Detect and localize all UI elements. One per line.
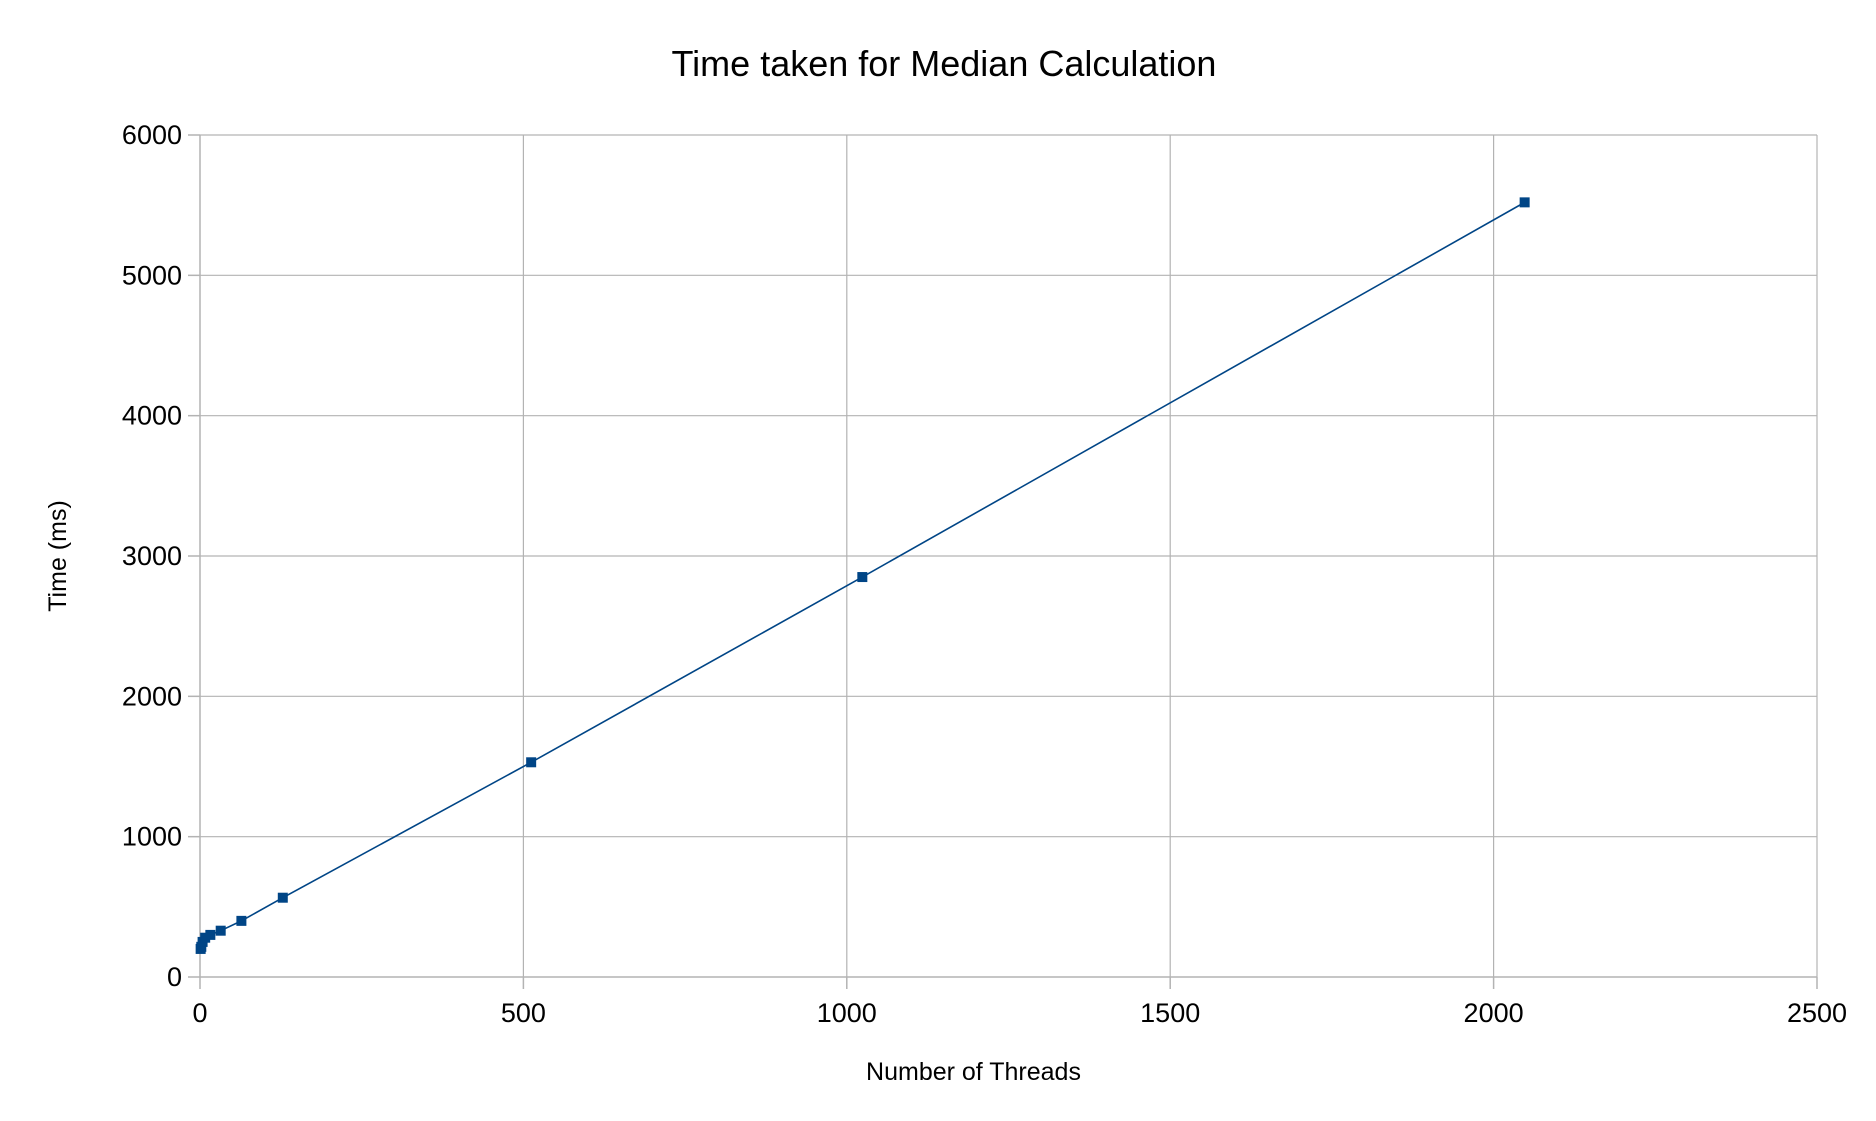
data-point-marker: [1519, 197, 1530, 208]
x-tick-label: 1500: [1140, 998, 1200, 1028]
y-tick-label: 0: [167, 962, 182, 992]
x-tick-label: 2500: [1787, 998, 1847, 1028]
axes: [188, 134, 1818, 989]
series: [195, 197, 1530, 954]
data-point-marker: [200, 932, 211, 943]
tick-labels: 0 1000 2000 3000 4000 5000 6000 0 500 1000 1500 200…: [122, 120, 1847, 1028]
data-point-marker: [526, 757, 537, 768]
y-axis-label: Time (ms): [44, 500, 72, 612]
x-tick-label: 1000: [817, 998, 877, 1028]
data-point-marker: [215, 925, 226, 936]
chart-title: Time taken for Median Calculation: [672, 43, 1217, 84]
x-tick-label: 500: [501, 998, 546, 1028]
y-tick-label: 1000: [122, 822, 182, 852]
x-tick-label: 2000: [1464, 998, 1524, 1028]
data-point-marker: [277, 892, 288, 903]
x-axis-label: Number of Threads: [866, 1058, 1081, 1086]
y-tick-label: 2000: [122, 681, 182, 711]
y-tick-label: 3000: [122, 541, 182, 571]
data-point-marker: [205, 929, 216, 940]
y-tick-label: 5000: [122, 260, 182, 290]
y-tick-label: 4000: [122, 401, 182, 431]
grid: [200, 134, 1818, 977]
data-point-marker: [236, 915, 247, 926]
x-tick-label: 0: [192, 998, 207, 1028]
data-point-marker: [857, 572, 868, 583]
y-tick-label: 6000: [122, 120, 182, 150]
